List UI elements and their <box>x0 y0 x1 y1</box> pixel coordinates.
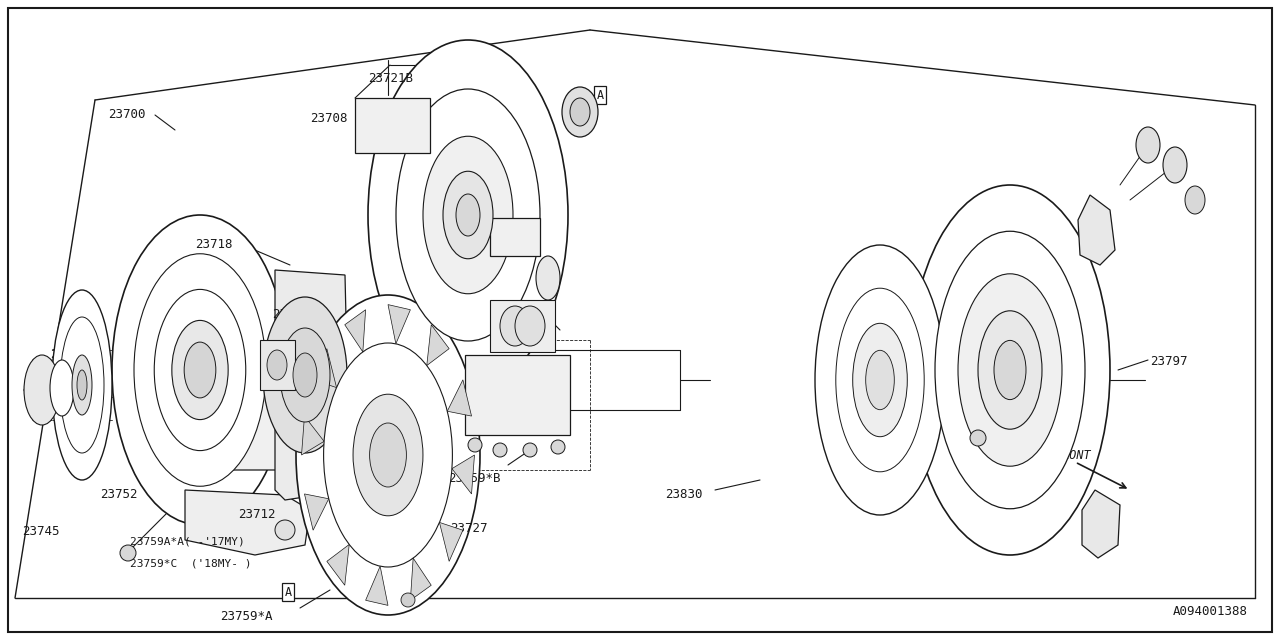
Ellipse shape <box>275 520 294 540</box>
Text: 23718: 23718 <box>195 238 233 251</box>
Ellipse shape <box>524 443 538 457</box>
Polygon shape <box>186 490 310 555</box>
Ellipse shape <box>184 342 216 398</box>
Ellipse shape <box>324 343 452 567</box>
Ellipse shape <box>836 288 924 472</box>
Ellipse shape <box>1164 147 1187 183</box>
Text: 23700: 23700 <box>108 108 146 121</box>
Text: FRONT: FRONT <box>1055 449 1091 461</box>
Text: 23752: 23752 <box>100 488 137 501</box>
Ellipse shape <box>515 306 545 346</box>
Text: 23759*A: 23759*A <box>220 610 273 623</box>
Polygon shape <box>275 270 349 500</box>
Ellipse shape <box>134 253 266 486</box>
Ellipse shape <box>493 443 507 457</box>
Bar <box>490 300 556 352</box>
Ellipse shape <box>500 306 530 346</box>
Text: 23721B: 23721B <box>369 72 413 85</box>
Polygon shape <box>1078 195 1115 265</box>
Ellipse shape <box>815 245 945 515</box>
Ellipse shape <box>172 321 228 420</box>
Ellipse shape <box>293 353 317 397</box>
Ellipse shape <box>978 311 1042 429</box>
Ellipse shape <box>1137 127 1160 163</box>
Bar <box>260 340 294 390</box>
Polygon shape <box>326 545 349 585</box>
Ellipse shape <box>268 350 287 380</box>
Ellipse shape <box>562 87 598 137</box>
Ellipse shape <box>443 172 493 259</box>
Text: 23759A*A( -'17MY): 23759A*A( -'17MY) <box>131 536 244 546</box>
Polygon shape <box>366 566 388 605</box>
Text: 23712: 23712 <box>238 508 275 521</box>
Text: A094001388: A094001388 <box>1172 605 1248 618</box>
Ellipse shape <box>370 423 407 487</box>
Text: 23797: 23797 <box>1149 355 1188 368</box>
Ellipse shape <box>468 438 483 452</box>
Ellipse shape <box>396 89 540 341</box>
Polygon shape <box>1082 490 1120 558</box>
Ellipse shape <box>262 297 347 453</box>
Text: 23727: 23727 <box>451 522 488 535</box>
Bar <box>490 218 540 256</box>
Polygon shape <box>439 522 463 561</box>
Bar <box>355 98 430 153</box>
Polygon shape <box>314 349 337 388</box>
Ellipse shape <box>995 340 1027 399</box>
Ellipse shape <box>50 360 74 416</box>
Polygon shape <box>411 558 431 600</box>
Text: A: A <box>284 586 292 598</box>
Text: 23754: 23754 <box>485 302 522 315</box>
Text: 23815: 23815 <box>369 398 406 411</box>
Ellipse shape <box>369 40 568 390</box>
Ellipse shape <box>113 215 288 525</box>
Text: 23759A*B: 23759A*B <box>50 348 108 361</box>
Ellipse shape <box>77 370 87 400</box>
Ellipse shape <box>60 317 104 453</box>
Polygon shape <box>302 416 324 455</box>
Polygon shape <box>452 455 475 494</box>
Ellipse shape <box>456 194 480 236</box>
Ellipse shape <box>957 274 1062 466</box>
Ellipse shape <box>550 440 564 454</box>
Ellipse shape <box>52 290 113 480</box>
Ellipse shape <box>910 185 1110 555</box>
Ellipse shape <box>353 394 422 516</box>
Polygon shape <box>426 324 449 365</box>
Ellipse shape <box>422 136 513 294</box>
Text: 23759*B: 23759*B <box>448 472 500 485</box>
Text: 23708: 23708 <box>310 112 347 125</box>
Ellipse shape <box>401 593 415 607</box>
Text: A: A <box>596 88 604 102</box>
Text: 23721: 23721 <box>273 308 310 321</box>
Ellipse shape <box>296 295 480 615</box>
Text: 23745: 23745 <box>22 525 59 538</box>
Ellipse shape <box>570 98 590 126</box>
Ellipse shape <box>280 328 330 422</box>
Bar <box>465 355 570 435</box>
Ellipse shape <box>155 289 246 451</box>
Ellipse shape <box>120 545 136 561</box>
Text: 23759*C  ('18MY- ): 23759*C ('18MY- ) <box>131 558 251 568</box>
Text: 23830: 23830 <box>666 488 703 501</box>
Polygon shape <box>388 305 411 344</box>
Ellipse shape <box>865 350 895 410</box>
Polygon shape <box>230 390 325 470</box>
Ellipse shape <box>1185 186 1204 214</box>
Ellipse shape <box>934 231 1085 509</box>
Ellipse shape <box>536 256 561 300</box>
Ellipse shape <box>852 323 908 436</box>
Polygon shape <box>447 380 471 416</box>
Ellipse shape <box>970 430 986 446</box>
Ellipse shape <box>24 355 60 425</box>
Polygon shape <box>344 310 366 352</box>
Polygon shape <box>305 494 329 530</box>
Ellipse shape <box>72 355 92 415</box>
